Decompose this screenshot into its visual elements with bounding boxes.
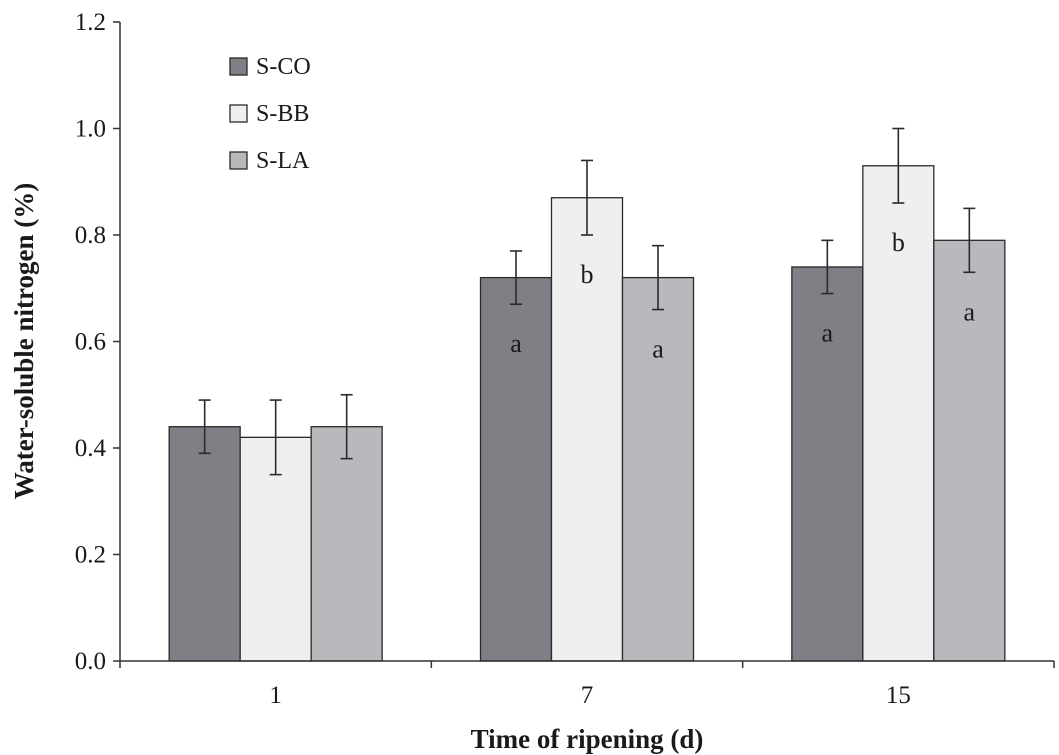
significance-label: a: [964, 297, 976, 326]
significance-label: b: [892, 228, 905, 257]
legend-label: S-LA: [256, 148, 310, 174]
y-tick-label: 0.8: [75, 222, 106, 249]
y-tick-label: 0.2: [75, 542, 106, 569]
bar: [479, 276, 553, 662]
y-tick-label: 1.0: [75, 116, 106, 143]
y-tick-label: 1.2: [75, 9, 106, 36]
bar: [168, 426, 241, 662]
error-bars-layer: [198, 127, 976, 476]
bar: [791, 266, 864, 662]
legend-swatch: [229, 104, 248, 123]
significance-labels-layer: a b a a b a: [510, 228, 975, 363]
legend: S-CO S-BB S-LA: [229, 54, 311, 174]
bars-layer: [168, 165, 1006, 662]
y-axis-title: Water-soluble nitrogen (%): [9, 183, 39, 499]
significance-label: a: [822, 319, 834, 348]
legend-label: S-BB: [256, 101, 309, 127]
significance-label: b: [581, 260, 594, 289]
bar: [621, 276, 695, 662]
bar: [862, 165, 935, 662]
bar: [310, 426, 383, 662]
legend-swatch: [229, 57, 248, 76]
y-ticks: 0.0 0.2 0.4 0.6 0.8 1.0 1.2: [75, 9, 120, 675]
x-ticks: 1 7 15: [119, 661, 1055, 709]
legend-label: S-CO: [256, 54, 311, 80]
x-tick-label: 7: [581, 682, 594, 709]
y-tick-label: 0.6: [75, 329, 106, 356]
significance-label: a: [652, 335, 664, 364]
x-tick-label: 15: [886, 682, 911, 709]
y-tick-label: 0.0: [75, 648, 106, 675]
x-tick-label: 1: [269, 682, 282, 709]
significance-label: a: [510, 329, 522, 358]
y-tick-label: 0.4: [75, 435, 107, 462]
legend-swatch: [229, 151, 248, 170]
x-axis-title: Time of ripening (d): [471, 724, 704, 754]
